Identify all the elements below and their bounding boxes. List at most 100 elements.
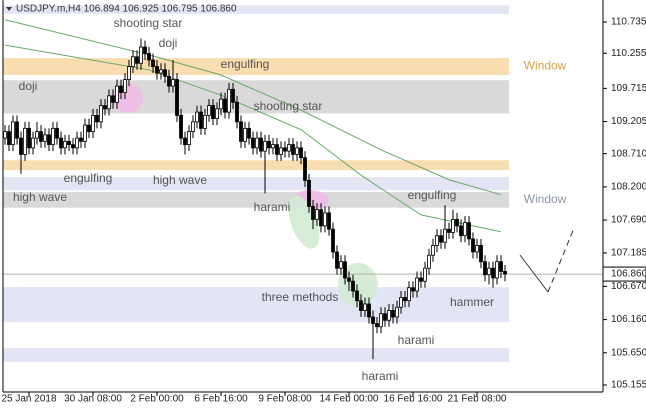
candle-body (399, 297, 403, 308)
y-tick-label: 106.670 (611, 281, 646, 292)
candle-body (475, 245, 479, 253)
candle-body (207, 105, 211, 116)
candle-body (83, 124, 87, 142)
zone (3, 348, 509, 362)
candle-body (499, 261, 503, 272)
projection-line (519, 254, 549, 293)
candle-body (363, 303, 367, 311)
candle-body (39, 131, 43, 142)
candle-body (23, 127, 27, 155)
candle-body (163, 69, 167, 77)
candle-body (63, 140, 67, 149)
y-tick-label: 107.690 (611, 215, 646, 226)
candle-body (423, 267, 427, 282)
candle-body (443, 228, 447, 243)
candle-body (291, 144, 295, 155)
y-tick-label: 105.155 (611, 380, 646, 391)
candle-body (299, 147, 303, 159)
pattern-label: harami (398, 333, 435, 347)
candle-body (471, 238, 475, 253)
candle-body (31, 137, 35, 149)
x-tick-label: 25 Jan 2018 (1, 394, 56, 405)
x-tick-label: 16 Feb 16:00 (384, 394, 443, 405)
candle-body (195, 111, 199, 123)
pattern-label: engulfing (221, 57, 270, 71)
x-tick-label: 6 Feb 16:00 (194, 394, 248, 405)
candle-body (407, 287, 411, 302)
candle-body (147, 53, 151, 61)
y-tick-label: 106.160 (611, 314, 646, 325)
candle-body (467, 222, 471, 240)
candle-body (247, 127, 251, 139)
candle-body (351, 280, 355, 292)
candle-body (99, 105, 103, 123)
candle-body (175, 79, 179, 116)
candle-body (431, 245, 435, 256)
candle-body (455, 219, 459, 227)
candle-body (483, 261, 487, 276)
candle-body (3, 131, 7, 139)
candle-body (183, 137, 187, 146)
candle-body (251, 137, 255, 149)
candle-body (419, 277, 423, 282)
candle-body (67, 140, 71, 146)
candle-body (95, 114, 99, 123)
pattern-label: high wave (153, 173, 207, 187)
pattern-label: engulfing (408, 188, 457, 202)
candle-body (27, 127, 31, 149)
candle-body (19, 137, 23, 155)
candle-body (383, 313, 387, 321)
candle-body (51, 127, 55, 146)
candle-body (451, 219, 455, 233)
candle-body (107, 95, 111, 110)
pattern-label: shooting star (254, 99, 323, 113)
zone (3, 160, 509, 170)
candle-body (59, 137, 63, 149)
candle-body (447, 228, 451, 233)
candle-body (239, 121, 243, 142)
candle-body (503, 271, 507, 275)
candle-body (231, 88, 235, 103)
y-tick-label: 108.710 (611, 148, 646, 159)
candle-body (139, 46, 143, 64)
y-tick-label: 105.650 (611, 347, 646, 358)
zones (3, 5, 509, 362)
x-tick-label: 2 Feb 00:00 (130, 394, 184, 405)
pattern-label: hammer (450, 295, 494, 309)
candle-body (367, 303, 371, 318)
candle-body (359, 300, 363, 311)
candle-body (7, 131, 11, 146)
candle-body (327, 212, 331, 230)
zone (3, 192, 509, 208)
candle-body (75, 137, 79, 149)
candle-body (255, 137, 259, 149)
candle-body (55, 127, 59, 139)
candle-body (279, 147, 283, 155)
candle-body (355, 290, 359, 302)
y-tick-label: 109.715 (611, 83, 646, 94)
pattern-label: doji (159, 36, 178, 50)
candle-body (323, 212, 327, 227)
y-tick-label: 107.185 (611, 248, 646, 259)
candle-body (135, 56, 139, 64)
candle-body (15, 121, 19, 139)
candle-body (47, 134, 51, 146)
menu-icon[interactable] (6, 7, 12, 11)
candle-body (331, 228, 335, 253)
candle-body (259, 137, 263, 152)
candle-body (315, 209, 319, 220)
candle-body (143, 46, 147, 54)
pattern-label: doji (19, 79, 38, 93)
candle-body (115, 85, 119, 103)
candle-body (187, 131, 191, 146)
pattern-label: harami (254, 200, 291, 214)
candle-body (35, 131, 39, 139)
pattern-label: shooting star (114, 16, 183, 30)
candle-body (395, 306, 399, 318)
last-price-label: 106.860 (611, 269, 646, 280)
candle-body (215, 108, 219, 119)
candle-body (211, 105, 215, 119)
candle-body (91, 114, 95, 133)
pattern-label: harami (362, 369, 399, 383)
candle-body (347, 277, 351, 282)
